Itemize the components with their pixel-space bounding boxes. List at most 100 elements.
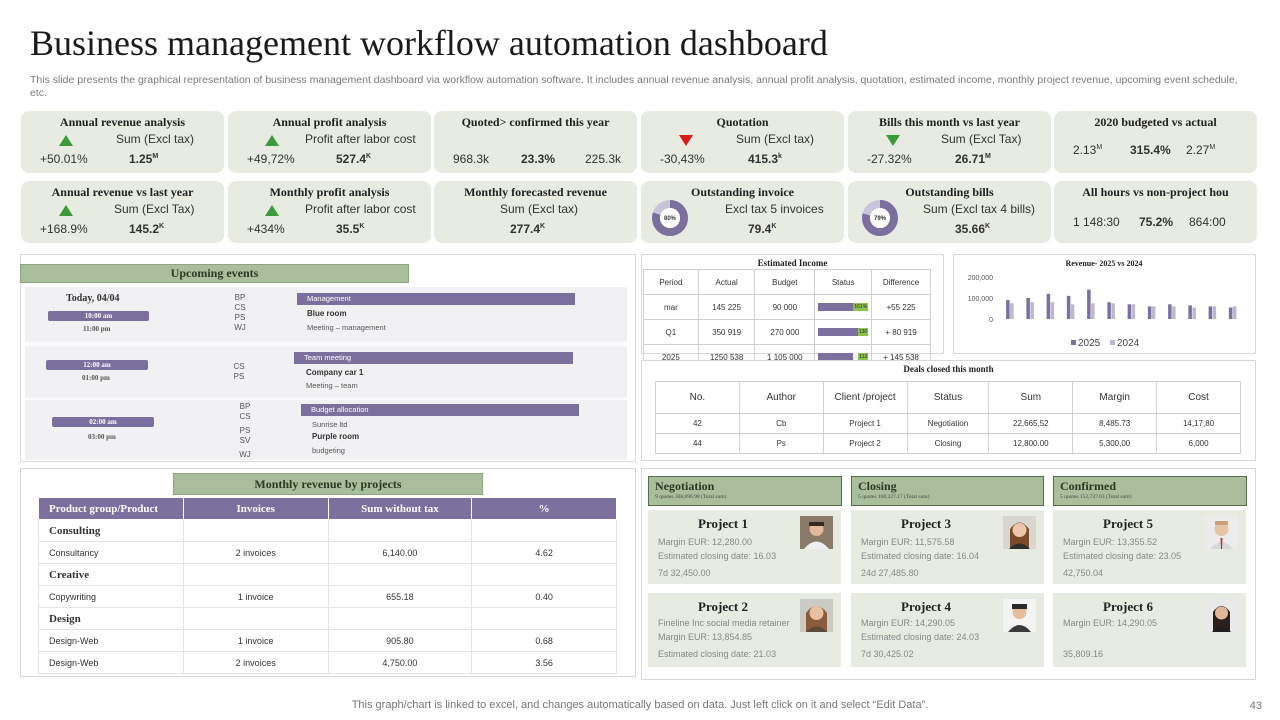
legend-label-2025: 2025 xyxy=(1078,338,1101,349)
trend-up-icon xyxy=(59,205,73,216)
kpi-sub: Sum (Excl tax) xyxy=(736,132,815,146)
bar-2024-9 xyxy=(1172,306,1176,319)
project-card[interactable]: Project 1 Margin EUR: 12,280.00 Estimate… xyxy=(648,510,841,584)
kpi-value: 26.71M xyxy=(955,152,991,166)
stage-negotiation: Negotiation 9 quotes 308,696.98 (Total s… xyxy=(648,476,842,506)
bar-2024-8 xyxy=(1151,306,1156,319)
event-place: Purple room xyxy=(312,432,360,441)
kpi-non-project-hours: 864:00 xyxy=(1189,215,1226,229)
kpi-sub: Excl tax 5 invoices xyxy=(725,202,824,216)
bar-2024-6 xyxy=(1111,303,1115,319)
bar-2024-2 xyxy=(1030,302,1034,319)
event-row[interactable]: Today, 04/04 10:00 am 11:00 pm BP CS PS WJ … xyxy=(25,287,627,342)
group-name: Creative xyxy=(38,563,184,586)
kpi-confirmed: 225.3k xyxy=(585,152,622,166)
kpi-revenue-vs-last-year: Annual revenue vs last year Sum (Excl Ta… xyxy=(21,181,224,243)
event-description: Meeting – team xyxy=(306,381,358,390)
avatar-icon xyxy=(1003,516,1036,549)
kpi-title: All hours vs non-project hou xyxy=(1082,185,1229,199)
budget: 270 000 xyxy=(754,319,816,345)
sum: 905.80 xyxy=(327,629,473,652)
actual: 350 919 xyxy=(697,319,756,345)
invoices: 1 invoice xyxy=(182,585,329,608)
today-label: Today, 04/04 xyxy=(66,293,120,304)
kpi-value: 23.3% xyxy=(521,152,556,166)
monthly-revenue-table: Product group/Product Invoices Sum witho… xyxy=(38,497,617,674)
bar-2024-10 xyxy=(1192,307,1196,319)
bar-2025-8 xyxy=(1147,306,1152,319)
period: Q1 xyxy=(643,319,699,345)
table-header-row: Product group/Product Invoices Sum witho… xyxy=(38,497,617,520)
kpi-title: Bills this month vs last year xyxy=(878,115,1020,129)
kpi-change: +50.01% xyxy=(40,152,88,166)
table-row: 44 Ps Project 2 Closing 12,800.00 5,300,00 6,0… xyxy=(655,433,1241,454)
budget: 90 000 xyxy=(754,294,816,320)
kpi-value: 527.4K xyxy=(336,152,372,166)
invoices: 1 invoice xyxy=(182,629,329,652)
table-row: 42 Cb Project 1 Negotiation 22,665,52 8,485.7… xyxy=(655,413,1241,434)
avatar-icon xyxy=(800,516,833,549)
event-company: Sunrise ltd xyxy=(312,420,348,429)
bar-2025-2 xyxy=(1026,298,1030,319)
kpi-monthly-profit: Monthly profit analysis Profit after lab… xyxy=(228,181,431,243)
bar-2024-7 xyxy=(1131,304,1136,319)
kpi-sub: Sum (Excl tax 4 bills) xyxy=(923,202,1036,216)
table-header-row: No. Author Client /project Status Sum Ma… xyxy=(655,381,1241,414)
project-card[interactable]: Project 3 Margin EUR: 11,575.58 Estimate… xyxy=(851,510,1044,584)
donut-label: 80% xyxy=(664,216,677,222)
project-name: Project 6 xyxy=(1103,599,1153,614)
legend-label-2024: 2024 xyxy=(1117,338,1140,349)
percent: 3.56 xyxy=(471,651,617,674)
column-header: Author xyxy=(738,381,824,414)
legend-swatch-2024 xyxy=(1110,340,1115,345)
group-row: Creative xyxy=(38,563,617,586)
chart-title: Revenue- 2025 vs 2024 xyxy=(1065,259,1142,268)
page-number: 43 xyxy=(1249,700,1262,712)
product-name: Copywriting xyxy=(38,585,184,608)
column-header: Sum without tax xyxy=(327,497,473,520)
kpi-hours: All hours vs non-project hou 1 148:30 75… xyxy=(1054,181,1257,243)
product-name: Design-Web xyxy=(38,629,184,652)
bar-2025-12 xyxy=(1228,307,1233,319)
event-category: Team meeting xyxy=(294,352,573,364)
sum: 6,140.00 xyxy=(327,541,473,564)
avatar-icon xyxy=(1205,516,1238,549)
project-card[interactable]: Project 2 Fineline Inc social media reta… xyxy=(648,593,841,667)
kpi-value: 1.25M xyxy=(129,152,159,166)
kpi-sub: Profit after labor cost xyxy=(305,132,416,146)
project-card[interactable]: Project 6 Margin EUR: 14,290.05 35,809.1… xyxy=(1053,593,1246,667)
column-header: % xyxy=(471,497,617,520)
group-name: Design xyxy=(38,607,184,630)
deals-table: No. Author Client /project Status Sum Ma… xyxy=(655,381,1241,454)
table-row: Copywriting 1 invoice 655.18 0.40 xyxy=(38,585,617,608)
table-row: Consultancy 2 invoices 6,140.00 4.62 xyxy=(38,541,617,564)
actual: 145 225 xyxy=(697,294,756,320)
kpi-title: Quotation xyxy=(716,115,769,129)
y-tick-label: 200,000 xyxy=(968,275,993,282)
kpi-sub: Sum (Excl Tax) xyxy=(114,202,195,216)
bar-2025-1 xyxy=(1006,300,1010,319)
kpi-all-hours: 1 148:30 xyxy=(1073,215,1120,229)
bar-2025-10 xyxy=(1188,305,1192,319)
event-start-time: 12:00 am xyxy=(46,360,148,370)
project-card[interactable]: Project 4 Margin EUR: 14,290.05 Estimate… xyxy=(851,593,1044,667)
avatar-icon xyxy=(1003,599,1036,632)
kpi-value: 315.4% xyxy=(1130,143,1171,157)
revenue-chart: Revenue- 2025 vs 2024 200,000 100,000 0 2025… xyxy=(968,259,1237,349)
status-label: 161% xyxy=(853,303,869,311)
kpi-title: Monthly profit analysis xyxy=(269,185,390,199)
column-header: Status xyxy=(906,381,990,414)
event-row[interactable]: 12:00 am 01:00 pm CS PS Team meeting Comp… xyxy=(25,346,627,398)
estimated-income-table: Period Actual Budget Status Difference m… xyxy=(643,269,931,370)
percent: 0.40 xyxy=(471,585,617,608)
event-end-time: 01:00 pm xyxy=(82,374,110,382)
bar-2025-7 xyxy=(1127,304,1132,319)
kpi-title: Annual profit analysis xyxy=(272,115,387,129)
table-header-row: Period Actual Budget Status Difference xyxy=(643,269,931,295)
project-card[interactable]: Project 5 Margin EUR: 13,355.52 Estimate… xyxy=(1053,510,1246,584)
column-header: Actual xyxy=(697,269,756,295)
project-name: Project 5 xyxy=(1103,516,1153,531)
project-name: Project 4 xyxy=(901,599,951,614)
column-header: Budget xyxy=(754,269,816,295)
event-row[interactable]: 02:00 am 03:00 pm BP CS PS SV WJ Budget allo… xyxy=(25,400,627,460)
